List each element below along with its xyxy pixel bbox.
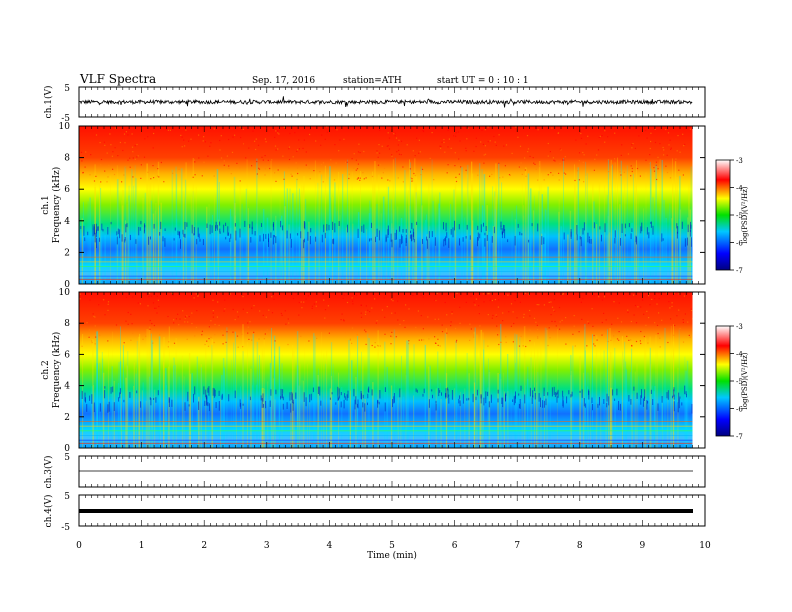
time-tick-label: 5 bbox=[389, 541, 395, 551]
ch4-waveform-ytick-bottom: -5 bbox=[61, 523, 70, 533]
ch4-waveform-ylabel: ch.4(V) bbox=[43, 495, 54, 528]
ch2-spectrogram-ylabel-frequency: Frequency (kHz) bbox=[51, 332, 62, 409]
ch1-colorbar-tick-label: -3 bbox=[736, 157, 743, 165]
time-tick-label: 10 bbox=[699, 541, 711, 551]
ch2-spectrogram-ylabel-channel: ch.2 bbox=[41, 360, 51, 379]
ch3-waveform-panel: 5 ch.3(V) bbox=[43, 453, 706, 489]
ch2-colorbar-tick-label: -3 bbox=[736, 323, 743, 331]
time-tick-label: 3 bbox=[264, 541, 270, 551]
ch1-spectrogram-texture bbox=[79, 126, 705, 284]
ch2-colorbar-tick-label: -5 bbox=[736, 378, 743, 386]
ch4-waveform-ytick-top: 5 bbox=[64, 492, 70, 502]
time-tick-label: 6 bbox=[452, 541, 458, 551]
figure-title: VLF Spectra bbox=[79, 72, 156, 86]
ch1-waveform-ytick-bottom: -5 bbox=[61, 114, 70, 124]
time-axis-ticks bbox=[78, 87, 706, 526]
time-tick-label: 9 bbox=[640, 541, 646, 551]
ch1-spectrogram-panel: 0 2 4 6 8 10 ch.1 Frequency (kHz) -3 -4 -5 -6 -7 … bbox=[41, 122, 749, 290]
time-tick-label: 1 bbox=[139, 541, 145, 551]
ch2-colorbar-label: log(PSD)(V²/Hz) bbox=[741, 352, 749, 409]
ch2-colorbar-tick-label: -6 bbox=[736, 406, 743, 414]
ch3-waveform-ylabel: ch.3(V) bbox=[43, 456, 54, 489]
ch2-spectrogram-ytick-label: 4 bbox=[64, 382, 70, 392]
ch1-colorbar-label: log(PSD)(V²/Hz) bbox=[741, 186, 749, 243]
ch1-spectrogram-ytick-label: 4 bbox=[64, 217, 70, 227]
ch2-spectrogram-ytick-label: 6 bbox=[64, 350, 70, 360]
ch2-colorbar-tick-label: -7 bbox=[736, 433, 743, 441]
ch1-colorbar-tick-label: -6 bbox=[736, 240, 743, 248]
ch2-spectrogram-ytick-label: 10 bbox=[59, 288, 71, 298]
ch1-spectrogram-ytick-label: 6 bbox=[64, 185, 70, 195]
ch2-colorbar: -3 -4 -5 -6 -7 log(PSD)(V²/Hz) bbox=[715, 323, 749, 441]
ch1-spectrogram-ytick-label: 2 bbox=[64, 248, 70, 258]
ch1-spectrogram-ytick-label: 10 bbox=[59, 122, 71, 132]
ch2-spectrogram-panel: 0 2 4 6 8 10 ch.2 Frequency (kHz) -3 -4 -5 -6 -7 … bbox=[41, 288, 749, 454]
time-tick-label: 4 bbox=[327, 541, 333, 551]
time-tick-label: 8 bbox=[577, 541, 583, 551]
ch2-spectrogram-ytick-label: 0 bbox=[64, 444, 70, 454]
station-label: station=ATH bbox=[343, 76, 402, 86]
ch1-spectrogram-ytick-label: 8 bbox=[64, 154, 70, 164]
ch1-colorbar-tick-label: -7 bbox=[736, 267, 743, 275]
date-label: Sep. 17, 2016 bbox=[252, 76, 315, 86]
ch2-spectrogram-ytick-label: 8 bbox=[64, 319, 70, 329]
ch1-spectrogram-ylabel-frequency: Frequency (kHz) bbox=[51, 167, 62, 244]
ch1-spectrogram-ytick-label: 0 bbox=[64, 280, 70, 290]
ch1-colorbar-tick-label: -5 bbox=[736, 212, 743, 220]
time-tick-label: 2 bbox=[201, 541, 207, 551]
ch4-waveform-panel: 5 -5 ch.4(V) bbox=[43, 492, 706, 533]
ch1-waveform-ylabel: ch.1(V) bbox=[43, 86, 54, 119]
time-axis-label: Time (min) bbox=[367, 550, 417, 561]
ch1-colorbar: -3 -4 -5 -6 -7 log(PSD)(V²/Hz) bbox=[715, 157, 749, 275]
ch2-spectrogram-ytick-label: 2 bbox=[64, 413, 70, 423]
ch3-waveform-ytick-top: 5 bbox=[64, 453, 70, 463]
time-axis-tick-labels: 0 1 2 3 4 5 6 7 8 9 10 bbox=[76, 541, 711, 551]
ch1-colorbar-tick-label: -4 bbox=[736, 185, 743, 193]
ch2-spectrogram-texture bbox=[79, 292, 705, 448]
ch2-colorbar-tick-label: -4 bbox=[736, 351, 743, 359]
time-tick-label: 0 bbox=[76, 541, 82, 551]
ch1-waveform-panel: 5 -5 ch.1(V) bbox=[43, 84, 706, 124]
ch1-waveform-ytick-top: 5 bbox=[64, 84, 70, 94]
ch1-spectrogram-ylabel-channel: ch.1 bbox=[41, 195, 51, 214]
time-tick-label: 7 bbox=[514, 541, 520, 551]
start-ut-label: start UT = 0 : 10 : 1 bbox=[437, 76, 529, 86]
ch1-waveform-trace bbox=[78, 96, 693, 108]
